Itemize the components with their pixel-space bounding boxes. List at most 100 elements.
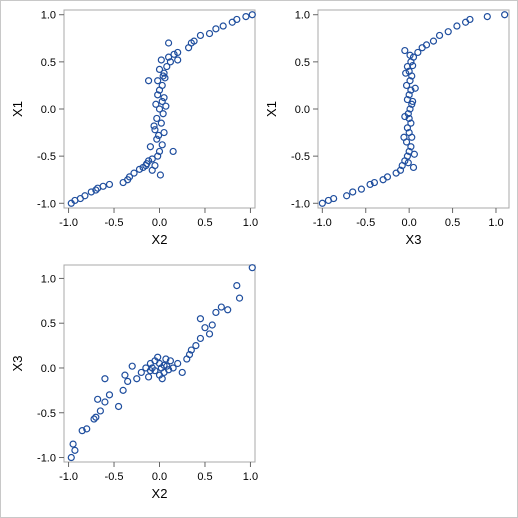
scatter-point: [217, 303, 225, 311]
scatter-point: [407, 86, 415, 94]
scatter-point: [137, 368, 145, 377]
scatter-point: [169, 364, 177, 372]
scatter-point: [71, 446, 79, 454]
x-axis-label: X2: [152, 232, 168, 247]
scatter-point: [114, 402, 123, 411]
scatter-point: [406, 77, 414, 85]
scatter-point: [379, 176, 387, 184]
scatter-point: [146, 367, 155, 375]
scatter-point: [405, 91, 413, 99]
scatter-point: [81, 192, 89, 200]
scatter-point: [94, 395, 102, 403]
scatter-point: [158, 97, 166, 106]
scatter-point: [169, 147, 177, 156]
scatter-point: [248, 11, 256, 19]
scatter-point: [401, 46, 409, 55]
scatter-point: [69, 440, 77, 448]
scatter-point: [407, 143, 415, 151]
scatter-point: [164, 39, 173, 47]
scatter-point: [409, 53, 418, 61]
scatter-point: [78, 427, 86, 435]
scatter-point: [153, 114, 161, 123]
scatter-point: [396, 166, 405, 174]
scatter-point: [407, 119, 415, 127]
scatter-point: [154, 91, 162, 99]
y-axis-label: X1: [10, 101, 25, 117]
scatter-point: [405, 67, 413, 75]
scatter-point: [166, 58, 175, 66]
scatter-point: [212, 308, 220, 317]
scatter-point: [501, 11, 509, 19]
y-tick-label: 1.0: [41, 273, 56, 285]
scatter-panel-2: -1.0 -0.5 0.0 0.5 1.0 -1.0 -0.5 0.0 0.5 1.0 X3 X1: [264, 9, 510, 247]
x-tick-label: -1.0: [59, 471, 78, 483]
scatter-point: [174, 359, 182, 368]
scatter-point: [178, 368, 186, 377]
scatter-point: [163, 62, 171, 71]
y-tick-label: -0.5: [37, 408, 56, 420]
scatter-point: [402, 81, 411, 90]
scatter-point: [144, 77, 153, 85]
scatter-point: [154, 353, 162, 361]
scatter-point: [409, 62, 417, 70]
scatter-point: [330, 194, 338, 203]
scatter-point: [174, 56, 182, 64]
scatter-point: [158, 81, 166, 90]
scatter-point: [400, 133, 408, 141]
scatter-point: [164, 53, 173, 61]
x-axis-label: X2: [152, 486, 168, 501]
scatter-point: [158, 375, 166, 383]
scatter-point: [160, 128, 168, 137]
x-tick-label: 0.5: [197, 217, 212, 229]
scatter-point: [403, 62, 412, 71]
x-tick-label: -0.5: [105, 471, 124, 483]
scatter-point: [192, 341, 200, 350]
scatter-point: [404, 159, 412, 167]
scatter-point: [242, 13, 250, 21]
scatter-point: [155, 105, 164, 113]
scatter-point: [410, 150, 418, 158]
x-tick-label: 0.0: [152, 217, 167, 229]
scatter-point: [87, 188, 95, 196]
scatter-point: [128, 362, 136, 370]
scatter-point: [435, 31, 444, 40]
y-tick-label: 1.0: [295, 10, 310, 22]
y-tick-label: -0.5: [37, 151, 56, 163]
x-tick-label: -0.5: [356, 217, 375, 229]
scatter-point: [429, 37, 438, 45]
scatter-point: [90, 415, 98, 423]
y-tick-label: 0.0: [41, 104, 56, 116]
scatter-point: [124, 377, 132, 386]
scatter-point: [67, 453, 75, 462]
scatter-point: [205, 330, 214, 338]
scatter-point: [154, 152, 162, 160]
scatter-point: [403, 124, 412, 132]
scatter-point: [150, 122, 158, 130]
scatter-point: [160, 94, 168, 102]
scatter-point: [159, 72, 167, 80]
scatter-point: [444, 28, 452, 36]
scatter-point: [174, 48, 182, 57]
scatter-point: [453, 22, 461, 30]
y-axis-label: X1: [264, 101, 279, 117]
scatter-point: [105, 180, 114, 189]
x-tick-label: 0.5: [445, 217, 460, 229]
scatter-point: [159, 110, 167, 118]
x-tick-label: -1.0: [313, 217, 332, 229]
scatter-point: [157, 56, 165, 64]
scatter-point: [153, 135, 161, 143]
scatter-point: [101, 398, 109, 406]
scatter-point: [142, 161, 150, 170]
scatter-point: [105, 391, 114, 399]
scatter-point: [196, 334, 205, 343]
scatter-point: [148, 155, 156, 163]
y-tick-label: -1.0: [291, 198, 310, 210]
x-tick-label: 1.0: [243, 217, 258, 229]
x-axis-label: X3: [406, 232, 422, 247]
scatter-point: [170, 50, 178, 58]
scatter-point: [155, 65, 164, 74]
scatter-point: [187, 346, 195, 354]
plot-area-frame: [63, 264, 256, 463]
scatter-point: [406, 105, 414, 113]
